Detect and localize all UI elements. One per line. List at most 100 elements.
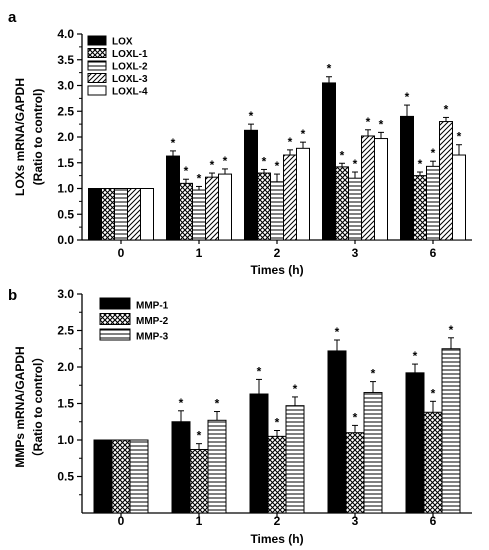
legend-label: LOXL-4	[112, 87, 148, 98]
bar	[405, 372, 425, 514]
y-tick-label: 2.5	[57, 324, 74, 338]
bar	[439, 121, 453, 241]
bar	[283, 154, 297, 241]
x-tick-label: 0	[118, 514, 125, 528]
significance-star: *	[366, 115, 371, 129]
y-tick-label: 1.5	[57, 156, 74, 170]
y-tick-label: 4.0	[57, 27, 74, 41]
bar	[285, 405, 305, 514]
bar	[207, 419, 227, 514]
significance-star: *	[327, 62, 332, 76]
significance-star: *	[262, 154, 267, 168]
bar	[166, 155, 180, 241]
y-axis-label: MMPs mRNA/GAPDH	[13, 346, 27, 467]
bar	[270, 181, 284, 241]
significance-star: *	[257, 364, 262, 378]
significance-star: *	[405, 90, 410, 104]
significance-star: *	[293, 382, 298, 396]
significance-star: *	[431, 386, 436, 400]
legend-swatch	[99, 313, 131, 325]
significance-star: *	[353, 157, 358, 171]
bar	[296, 147, 310, 241]
x-axis-label: Times (h)	[250, 532, 303, 546]
bar	[218, 173, 232, 241]
x-axis-label: Times (h)	[250, 263, 303, 277]
x-tick-label: 6	[430, 246, 437, 260]
panel-letter: a	[8, 9, 17, 26]
x-tick-label: 2	[274, 514, 281, 528]
bar	[441, 348, 461, 514]
y-tick-label: 0.5	[57, 470, 74, 484]
significance-star: *	[249, 109, 254, 123]
bar	[363, 392, 383, 514]
legend-label: LOXL-3	[112, 74, 148, 85]
bar	[345, 432, 365, 514]
y-tick-label: 2.0	[57, 360, 74, 374]
legend-label: MMP-3	[136, 332, 169, 343]
significance-star: *	[449, 323, 454, 337]
significance-star: *	[197, 429, 202, 443]
x-tick-label: 0	[118, 246, 125, 260]
legend-label: LOX	[112, 37, 133, 48]
bar	[374, 138, 388, 241]
bar	[101, 188, 115, 241]
legend-label: LOXL-1	[112, 49, 148, 60]
legend-label: MMP-2	[136, 316, 169, 327]
y-axis-label-line2: (Ratio to control)	[31, 89, 45, 186]
legend-swatch	[99, 297, 131, 310]
legend-swatch	[87, 85, 107, 96]
y-tick-label: 2.0	[57, 130, 74, 144]
bar	[205, 176, 219, 241]
legend-swatch	[99, 328, 131, 341]
bar	[452, 154, 466, 241]
significance-star: *	[379, 117, 384, 131]
significance-star: *	[184, 164, 189, 178]
bar	[400, 115, 414, 241]
significance-star: *	[335, 325, 340, 339]
significance-star: *	[275, 416, 280, 430]
bar	[413, 175, 427, 241]
bar	[335, 166, 349, 241]
legend-label: LOXL-2	[112, 62, 148, 73]
legend-swatch	[87, 48, 107, 58]
significance-star: *	[171, 136, 176, 150]
x-tick-label: 2	[274, 246, 281, 260]
significance-star: *	[418, 157, 423, 171]
bar	[192, 189, 206, 241]
bar	[361, 135, 375, 241]
y-tick-label: 0.0	[57, 233, 74, 247]
x-tick-label: 6	[430, 514, 437, 528]
y-axis-label: LOXs mRNA/GAPDH	[13, 78, 27, 196]
significance-star: *	[444, 102, 449, 116]
y-tick-label: 1.0	[57, 433, 74, 447]
bar	[426, 165, 440, 241]
y-axis-label-line2: （Ratio to control）	[30, 351, 45, 464]
chart-panel-a: a 0.0 0.5 1.0 1.5 2.0 2.5 3.0 3.5 4.0 LOXs mRNA/GA…	[8, 9, 472, 277]
significance-star: *	[457, 130, 462, 144]
legend-swatch	[87, 35, 107, 46]
significance-star: *	[179, 396, 184, 410]
bar	[114, 188, 128, 241]
x-tick-label: 3	[352, 514, 359, 528]
significance-star: *	[210, 158, 215, 172]
y-tick-label: 3.0	[57, 287, 74, 301]
significance-star: *	[431, 146, 436, 160]
significance-star: *	[413, 349, 418, 363]
y-tick-label: 2.5	[57, 104, 74, 118]
significance-star: *	[197, 171, 202, 185]
y-tick-label: 0.5	[57, 207, 74, 221]
legend-swatch	[87, 73, 107, 83]
significance-star: *	[223, 154, 228, 168]
significance-star: *	[275, 159, 280, 173]
significance-star: *	[301, 127, 306, 141]
bar	[140, 188, 154, 241]
y-tick-label: 1.5	[57, 397, 74, 411]
bar	[322, 82, 336, 241]
bar	[88, 188, 102, 241]
significance-star: *	[353, 410, 358, 424]
bar	[249, 393, 269, 514]
bar	[257, 172, 271, 241]
y-tick-label: 1.0	[57, 182, 74, 196]
significance-star: *	[371, 367, 376, 381]
